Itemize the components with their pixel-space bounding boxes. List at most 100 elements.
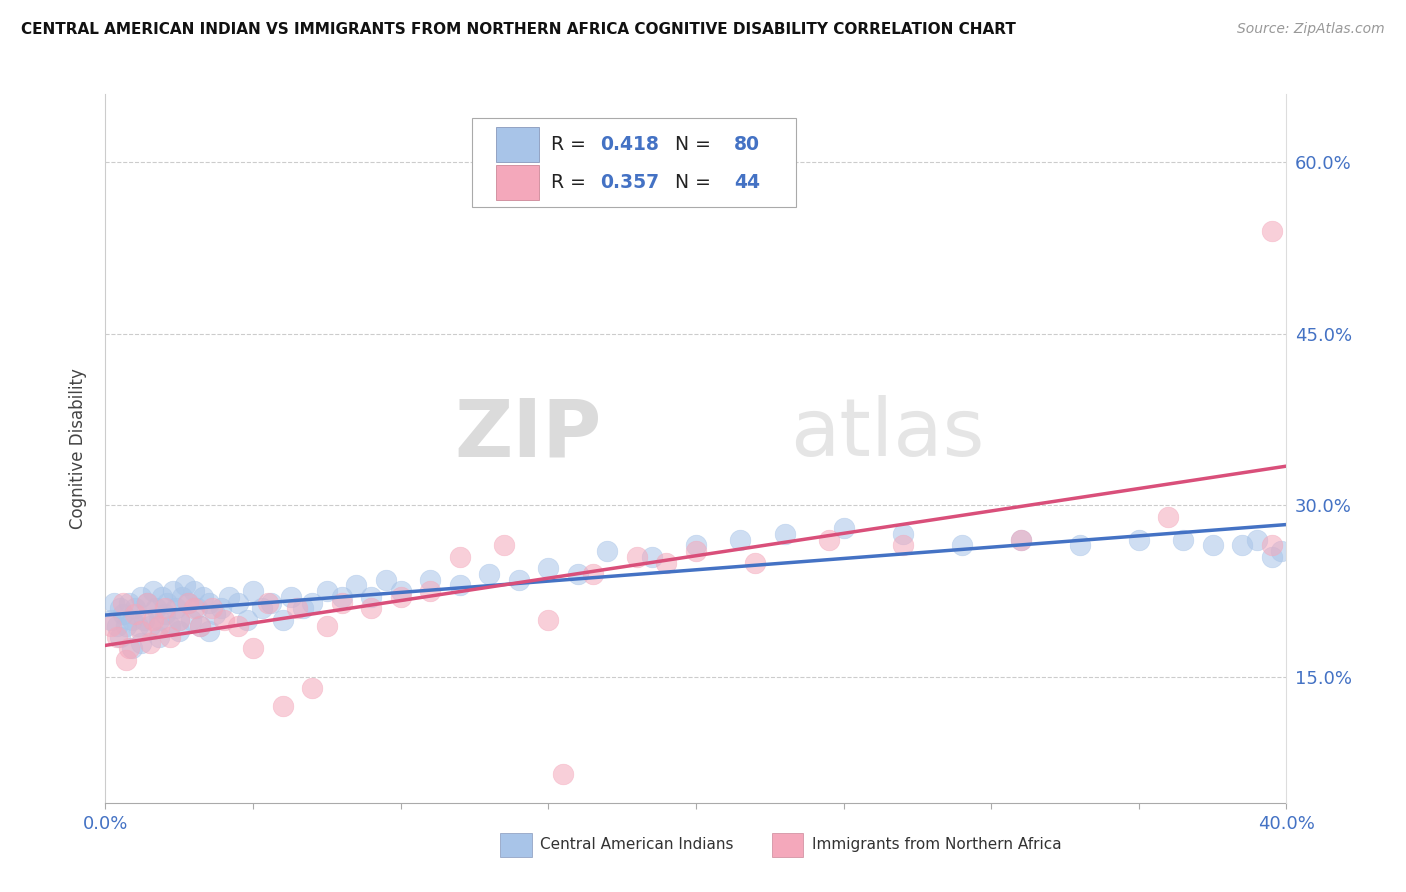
Point xyxy=(280,590,302,604)
Point xyxy=(271,698,294,713)
Point xyxy=(419,584,441,599)
Text: 44: 44 xyxy=(734,173,759,192)
Point xyxy=(188,618,211,632)
Point xyxy=(374,573,398,587)
Point xyxy=(301,596,323,610)
Point xyxy=(950,538,973,552)
Point xyxy=(174,578,197,592)
Point xyxy=(1171,533,1194,547)
Point xyxy=(121,613,143,627)
Point xyxy=(118,596,141,610)
Point xyxy=(100,613,122,627)
Text: Immigrants from Northern Africa: Immigrants from Northern Africa xyxy=(811,837,1062,852)
Point xyxy=(142,584,165,599)
Point xyxy=(1201,538,1223,552)
Point xyxy=(228,596,250,610)
Point xyxy=(449,549,471,564)
Point xyxy=(744,556,766,570)
Point xyxy=(551,767,574,781)
Point xyxy=(165,601,187,615)
Point xyxy=(1261,538,1284,552)
FancyBboxPatch shape xyxy=(496,165,538,200)
Point xyxy=(186,601,208,615)
Point xyxy=(142,613,165,627)
Point xyxy=(287,601,309,615)
Point xyxy=(582,567,605,582)
Point xyxy=(124,607,146,621)
Text: N =: N = xyxy=(662,173,717,192)
Point xyxy=(260,596,283,610)
Point xyxy=(148,613,170,627)
Point xyxy=(177,596,200,610)
Point xyxy=(100,618,122,632)
Point xyxy=(389,590,412,604)
Point xyxy=(105,630,128,644)
Point xyxy=(1232,538,1254,552)
Point xyxy=(1270,544,1292,558)
Point xyxy=(1010,533,1032,547)
Text: R =: R = xyxy=(551,136,592,154)
Point xyxy=(135,596,157,610)
Point xyxy=(891,527,914,541)
Point xyxy=(508,573,530,587)
Point xyxy=(236,613,259,627)
Text: Central American Indians: Central American Indians xyxy=(540,837,734,852)
Point xyxy=(1069,538,1091,552)
Point xyxy=(135,596,157,610)
Point xyxy=(129,624,152,639)
Point xyxy=(201,601,224,615)
Point xyxy=(1261,224,1284,238)
Point xyxy=(315,618,337,632)
Point xyxy=(346,578,368,592)
Point xyxy=(567,567,589,582)
FancyBboxPatch shape xyxy=(471,119,796,207)
Point xyxy=(169,624,191,639)
Point xyxy=(148,630,170,644)
Point xyxy=(115,618,138,632)
Point xyxy=(156,596,179,610)
Point xyxy=(360,590,382,604)
Point xyxy=(121,641,143,656)
Point xyxy=(159,630,181,644)
Point xyxy=(537,561,560,575)
FancyBboxPatch shape xyxy=(496,128,538,162)
Point xyxy=(360,601,382,615)
Point xyxy=(832,521,855,535)
Point xyxy=(197,596,219,610)
Point xyxy=(218,590,240,604)
Text: atlas: atlas xyxy=(790,395,984,473)
Point xyxy=(1010,533,1032,547)
Point xyxy=(818,533,841,547)
Point xyxy=(891,538,914,552)
Text: ZIP: ZIP xyxy=(454,395,602,473)
Point xyxy=(1128,533,1150,547)
Point xyxy=(138,618,162,632)
Point xyxy=(1246,533,1268,547)
Point xyxy=(183,584,205,599)
Point xyxy=(212,613,235,627)
Point xyxy=(330,590,353,604)
Point xyxy=(492,538,515,552)
Point xyxy=(148,618,170,632)
Point xyxy=(115,653,138,667)
Point xyxy=(180,613,202,627)
Point xyxy=(257,596,280,610)
Text: 0.418: 0.418 xyxy=(600,136,659,154)
Point xyxy=(204,607,226,621)
Point xyxy=(197,624,219,639)
Text: 80: 80 xyxy=(734,136,759,154)
FancyBboxPatch shape xyxy=(501,832,531,856)
Point xyxy=(177,596,200,610)
Point xyxy=(112,596,135,610)
Point xyxy=(478,567,501,582)
Point xyxy=(228,618,250,632)
Point xyxy=(419,573,441,587)
Point xyxy=(124,601,146,615)
Point xyxy=(110,601,132,615)
FancyBboxPatch shape xyxy=(772,832,803,856)
Point xyxy=(150,590,173,604)
Point xyxy=(138,635,162,649)
Point xyxy=(145,601,167,615)
Point xyxy=(127,618,149,632)
Point xyxy=(685,538,707,552)
